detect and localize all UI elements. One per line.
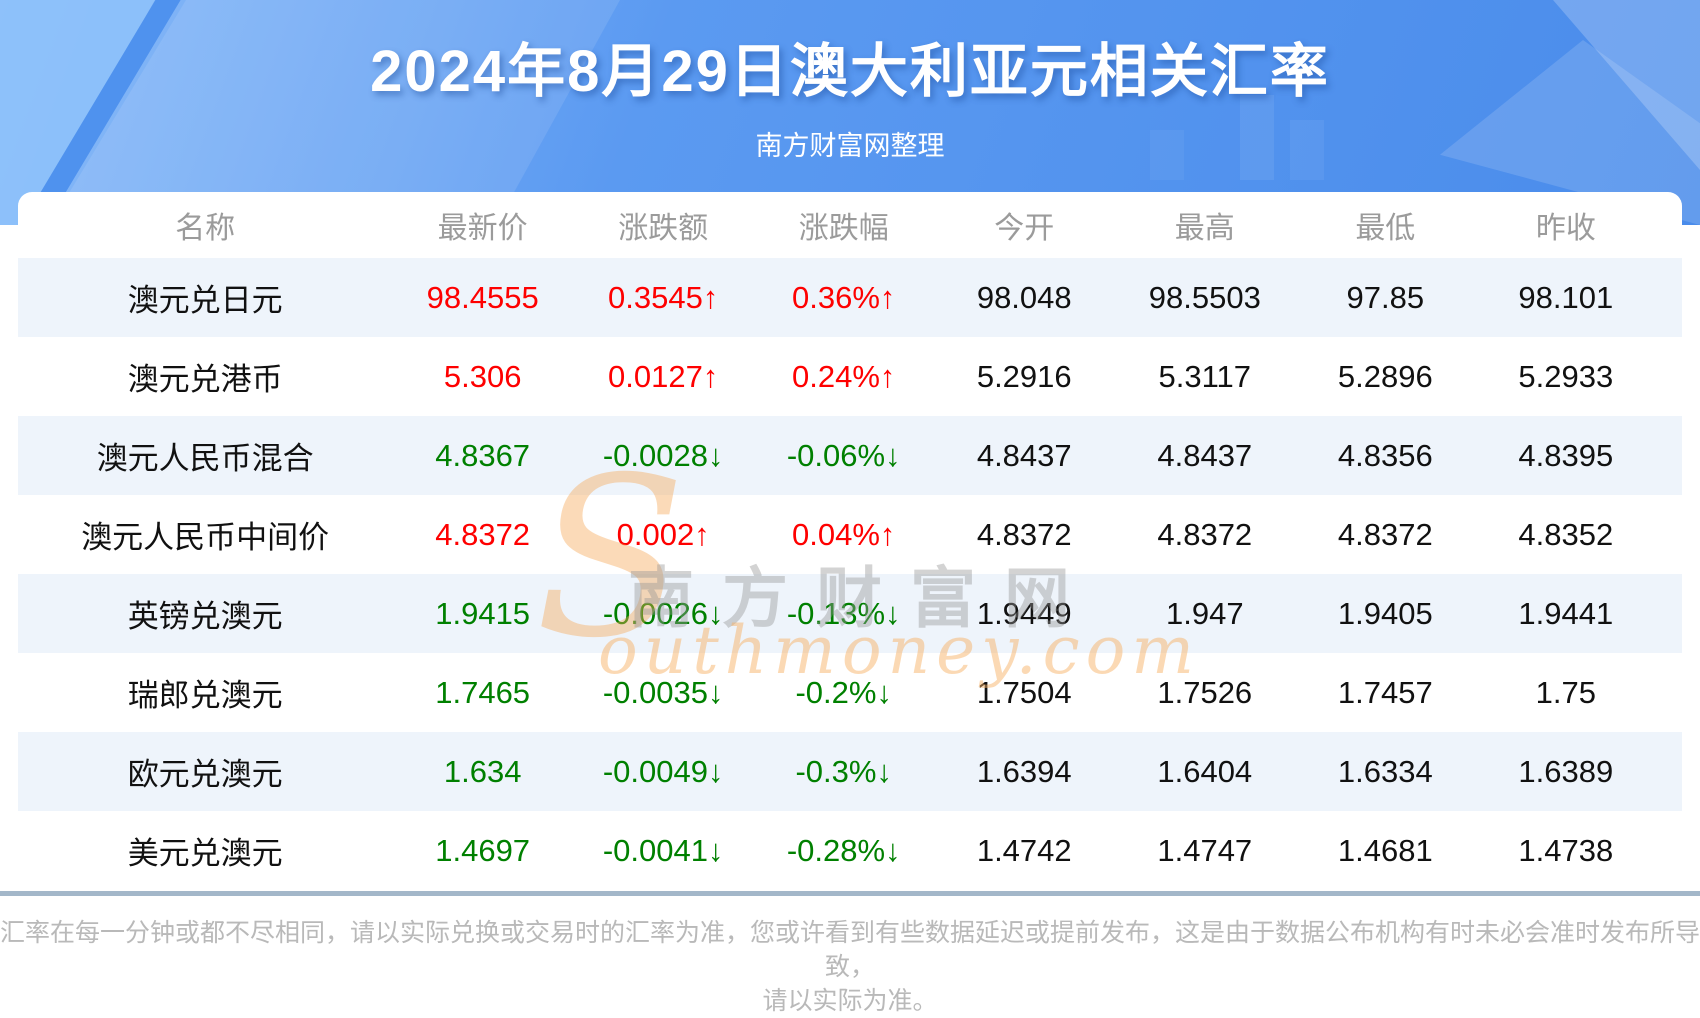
high-value: 5.3117 (1158, 358, 1252, 394)
high-value: 1.947 (1165, 595, 1244, 631)
latest-value: 98.4555 (426, 279, 539, 315)
table-row: 英镑兑澳元 1.9415 -0.0026↓ -0.13%↓ 1.9449 1.947 1.9… (18, 574, 1682, 653)
open-value: 1.9449 (976, 595, 1072, 631)
disclaimer: 汇率在每一分钟或都不尽相同，请以实际兑换或交易时的汇率为准，您或许看到有些数据延… (0, 916, 1700, 1018)
table-row: 澳元兑港币 5.306 0.0127↑ 0.24%↑ 5.2916 5.3117 5.289… (18, 337, 1682, 416)
table-row: 澳元人民币中间价 4.8372 0.002↑ 0.04%↑ 4.8372 4.8372 4.… (18, 495, 1682, 574)
prev-close-value: 1.4738 (1518, 832, 1614, 868)
low-value: 1.7457 (1337, 674, 1433, 710)
latest-value: 5.306 (443, 358, 522, 394)
column-header: 今开 (994, 212, 1055, 245)
latest-value: 4.8372 (435, 516, 531, 552)
change-pct-value: -0.13%↓ (786, 595, 901, 631)
change-value: -0.0026↓ (602, 595, 724, 631)
latest-value: 1.634 (443, 753, 522, 789)
table-header-row: 名称 最新价 涨跌额 涨跌幅 今开 最高 最低 昨收 (18, 192, 1682, 258)
column-header: 名称 (175, 212, 236, 245)
page-title: 2024年8月29日澳大利亚元相关汇率 (370, 39, 1330, 104)
open-value: 4.8372 (976, 516, 1072, 552)
low-value: 97.85 (1346, 279, 1425, 315)
high-value: 98.5503 (1148, 279, 1261, 315)
pair-name: 澳元兑港币 (127, 362, 283, 397)
high-value: 4.8437 (1157, 437, 1253, 473)
open-value: 4.8437 (976, 437, 1072, 473)
prev-close-value: 4.8352 (1518, 516, 1614, 552)
column-header: 昨收 (1535, 212, 1596, 245)
column-header: 最低 (1355, 212, 1416, 245)
table-body: 澳元兑日元 98.4555 0.3545↑ 0.36%↑ 98.048 98.5503 97… (18, 258, 1682, 890)
pair-name: 欧元兑澳元 (127, 757, 283, 792)
change-value: 0.0127↑ (608, 358, 719, 394)
header-banner: 2024年8月29日澳大利亚元相关汇率 南方财富网整理 (0, 0, 1700, 225)
latest-value: 1.9415 (435, 595, 531, 631)
prev-close-value: 1.9441 (1518, 595, 1614, 631)
column-header: 涨跌额 (618, 212, 709, 245)
change-value: -0.0049↓ (602, 753, 724, 789)
low-value: 1.6334 (1337, 753, 1433, 789)
high-value: 1.4747 (1157, 832, 1253, 868)
latest-value: 4.8367 (435, 437, 531, 473)
change-pct-value: 0.36%↑ (792, 279, 896, 315)
table-row: 美元兑澳元 1.4697 -0.0041↓ -0.28%↓ 1.4742 1.4747 1.… (18, 811, 1682, 890)
low-value: 5.2896 (1337, 358, 1433, 394)
change-pct-value: -0.06%↓ (786, 437, 901, 473)
latest-value: 1.4697 (435, 832, 531, 868)
high-value: 4.8372 (1157, 516, 1253, 552)
pair-name: 瑞郎兑澳元 (127, 678, 283, 713)
open-value: 98.048 (976, 279, 1072, 315)
prev-close-value: 1.75 (1535, 674, 1597, 710)
pair-name: 澳元兑日元 (127, 283, 283, 318)
change-pct-value: 0.04%↑ (792, 516, 896, 552)
change-value: 0.002↑ (616, 516, 710, 552)
page-subtitle: 南方财富网整理 (755, 131, 945, 161)
change-pct-value: -0.3%↓ (795, 753, 892, 789)
column-header: 最新价 (437, 212, 528, 245)
pair-name: 英镑兑澳元 (127, 599, 283, 634)
open-value: 1.6394 (976, 753, 1072, 789)
column-header: 最高 (1174, 212, 1235, 245)
rates-table: 名称 最新价 涨跌额 涨跌幅 今开 最高 最低 昨收 澳元兑日元 98.4555 0.3545↑ 0… (18, 192, 1682, 890)
table-row: 瑞郎兑澳元 1.7465 -0.0035↓ -0.2%↓ 1.7504 1.7526 1.7… (18, 653, 1682, 732)
disclaimer-line-2: 请以实际为准。 (762, 987, 938, 1015)
table-row: 欧元兑澳元 1.634 -0.0049↓ -0.3%↓ 1.6394 1.6404 1.63… (18, 732, 1682, 811)
open-value: 1.7504 (976, 674, 1072, 710)
open-value: 1.4742 (976, 832, 1072, 868)
pair-name: 美元兑澳元 (127, 836, 283, 871)
decor-bar (1150, 130, 1184, 180)
pair-name: 澳元人民币混合 (96, 441, 314, 476)
latest-value: 1.7465 (435, 674, 531, 710)
decor-bar (1290, 120, 1324, 180)
change-pct-value: -0.28%↓ (786, 832, 901, 868)
change-value: -0.0041↓ (602, 832, 724, 868)
prev-close-value: 98.101 (1518, 279, 1614, 315)
low-value: 1.9405 (1337, 595, 1433, 631)
prev-close-value: 4.8395 (1518, 437, 1614, 473)
low-value: 4.8372 (1337, 516, 1433, 552)
disclaimer-line-1: 汇率在每一分钟或都不尽相同，请以实际兑换或交易时的汇率为准，您或许看到有些数据延… (0, 919, 1700, 981)
high-value: 1.6404 (1157, 753, 1253, 789)
change-pct-value: -0.2%↓ (795, 674, 892, 710)
table-row: 澳元兑日元 98.4555 0.3545↑ 0.36%↑ 98.048 98.5503 97… (18, 258, 1682, 337)
low-value: 4.8356 (1337, 437, 1433, 473)
change-pct-value: 0.24%↑ (792, 358, 896, 394)
prev-close-value: 5.2933 (1518, 358, 1614, 394)
high-value: 1.7526 (1157, 674, 1253, 710)
change-value: -0.0028↓ (602, 437, 724, 473)
pair-name: 澳元人民币中间价 (81, 520, 330, 555)
footer-divider (0, 891, 1700, 896)
low-value: 1.4681 (1337, 832, 1433, 868)
change-value: 0.3545↑ (608, 279, 719, 315)
open-value: 5.2916 (976, 358, 1072, 394)
column-header: 涨跌幅 (798, 212, 889, 245)
prev-close-value: 1.6389 (1518, 753, 1614, 789)
change-value: -0.0035↓ (602, 674, 724, 710)
decor-bar (1240, 95, 1274, 180)
table-row: 澳元人民币混合 4.8367 -0.0028↓ -0.06%↓ 4.8437 4.8437… (18, 416, 1682, 495)
